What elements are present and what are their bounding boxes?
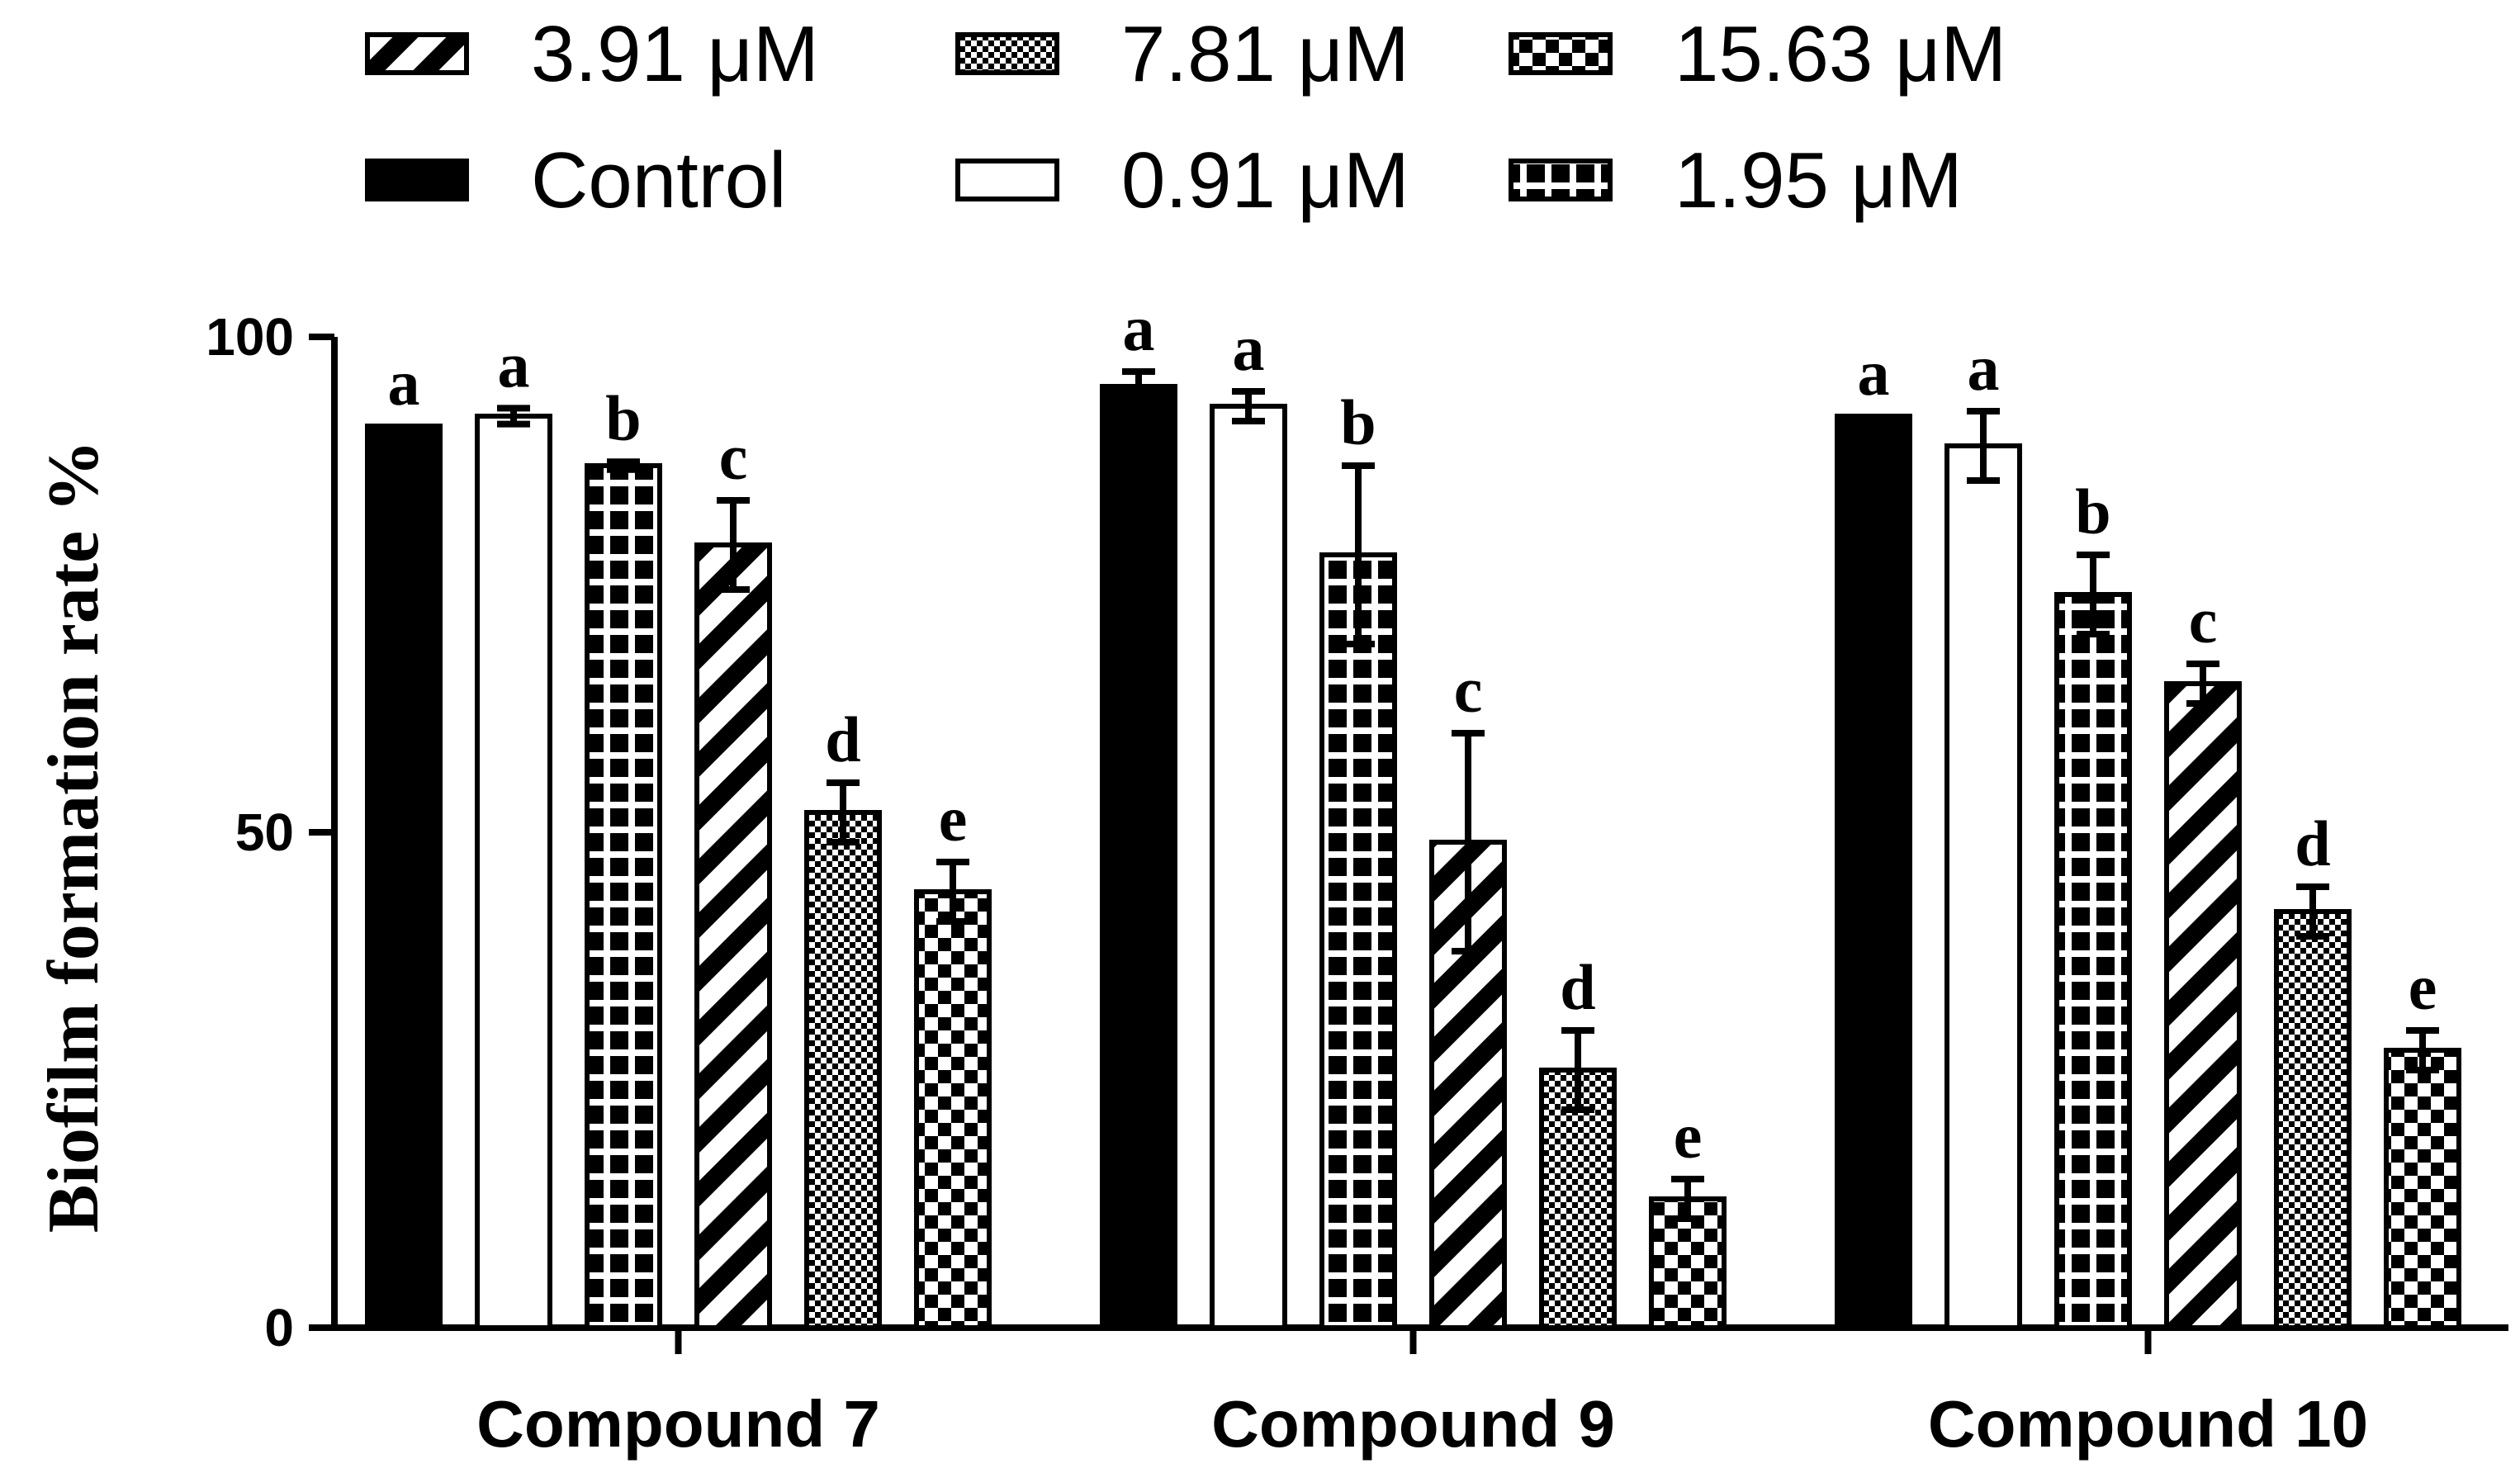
bar-1-2 <box>1319 552 1397 1330</box>
significance-label: a <box>1968 332 2000 404</box>
significance-label: b <box>2075 476 2110 547</box>
significance-label: a <box>498 329 530 400</box>
legend-label: 15.63 μM <box>1674 10 2006 98</box>
bars: a a b c d e a a b c d e a a b c d e <box>365 292 2461 1330</box>
legend: 3.91 μM 7.81 μM 15.63 μM Control 0.91 μM 1.95… <box>365 10 2006 225</box>
significance-label: a <box>388 347 420 419</box>
x-categories: Compound 7 Compound 9 Compound 10 <box>476 1328 2368 1461</box>
significance-label: c <box>1454 654 1483 726</box>
y-ticks: 0 50 100 <box>206 307 334 1357</box>
legend-label: 0.91 μM <box>1121 136 1409 225</box>
bar-0-0 <box>365 424 443 1330</box>
y-tick-label: 0 <box>264 1298 294 1357</box>
significance-label: c <box>2189 585 2218 656</box>
y-tick-label: 50 <box>235 803 294 862</box>
bar-2-2 <box>2054 592 2132 1330</box>
legend-label: 1.95 μM <box>1674 136 1963 225</box>
bar-0-5 <box>914 889 992 1330</box>
significance-label: e <box>2409 951 2437 1023</box>
legend-swatch <box>365 32 469 75</box>
bar-0-3 <box>694 542 772 1330</box>
legend-label: 7.81 μM <box>1121 10 1409 98</box>
legend-swatch <box>955 159 1059 201</box>
bar-0-4 <box>804 810 882 1330</box>
legend-swatch <box>1509 32 1613 75</box>
legend-label: Control <box>531 136 786 225</box>
significance-label: e <box>939 783 968 855</box>
category-label: Compound 9 <box>1211 1387 1615 1461</box>
significance-label: b <box>1340 386 1376 458</box>
significance-label: a <box>1858 337 1890 409</box>
category-label: Compound 10 <box>1928 1387 2368 1461</box>
legend-label: 3.91 μM <box>531 10 819 98</box>
bar-1-1 <box>1210 404 1287 1330</box>
bar-2-0 <box>1835 414 1912 1330</box>
significance-label: a <box>1233 312 1265 384</box>
bar-0-2 <box>585 463 662 1330</box>
y-tick-label: 100 <box>206 307 294 367</box>
y-axis-label: Biofilm formation rate % <box>34 440 114 1233</box>
category-label: Compound 7 <box>476 1387 880 1461</box>
legend-swatch <box>955 32 1059 75</box>
legend-swatch <box>365 159 469 201</box>
significance-label: d <box>2295 808 2330 879</box>
bar-2-5 <box>2384 1048 2461 1330</box>
bar-2-3 <box>2164 681 2242 1330</box>
significance-label: a <box>1123 292 1155 364</box>
significance-label: c <box>719 421 748 493</box>
legend-swatch <box>1509 159 1613 201</box>
significance-label: b <box>605 382 641 454</box>
bar-0-1 <box>475 414 552 1330</box>
bar-2-4 <box>2274 909 2352 1330</box>
bar-1-0 <box>1100 384 1177 1330</box>
significance-label: d <box>1560 951 1595 1023</box>
bar-2-1 <box>1944 443 2022 1330</box>
significance-label: d <box>825 703 860 775</box>
significance-label: e <box>1674 1100 1703 1172</box>
